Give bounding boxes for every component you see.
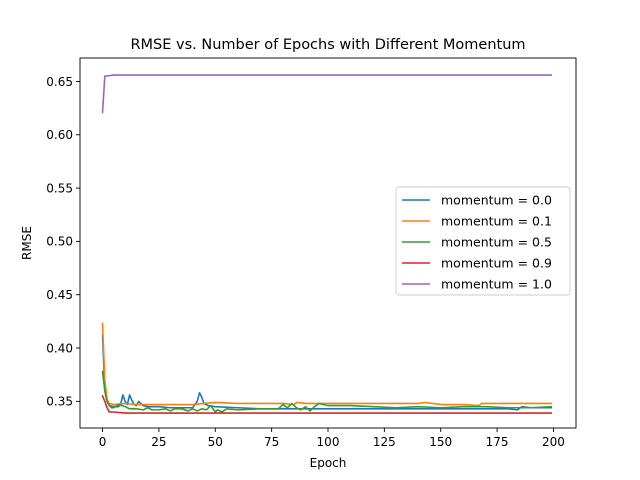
legend-label-2: momentum = 0.5 xyxy=(441,235,552,250)
x-tick-label: 200 xyxy=(542,435,565,449)
legend-label-3: momentum = 0.9 xyxy=(441,256,552,271)
chart-title: RMSE vs. Number of Epochs with Different… xyxy=(130,37,525,53)
x-tick-label: 25 xyxy=(151,435,166,449)
y-tick-label: 0.35 xyxy=(46,395,73,409)
y-tick-label: 0.50 xyxy=(46,235,73,249)
x-tick-label: 75 xyxy=(264,435,279,449)
x-tick-label: 0 xyxy=(99,435,107,449)
y-axis-label: RMSE xyxy=(20,226,34,260)
x-tick-label: 150 xyxy=(429,435,452,449)
legend: momentum = 0.0 momentum = 0.1 momentum = 0… xyxy=(395,186,571,296)
series-line-1 xyxy=(101,322,553,407)
x-axis-label: Epoch xyxy=(310,456,347,470)
legend-label-0: momentum = 0.0 xyxy=(441,193,552,208)
series-line-3 xyxy=(101,394,553,414)
y-tick-label: 0.65 xyxy=(46,75,73,89)
series-line-0 xyxy=(101,334,553,411)
plot-lines xyxy=(101,74,553,414)
legend-label-1: momentum = 0.1 xyxy=(441,214,552,229)
y-tick-label: 0.45 xyxy=(46,288,73,302)
y-tick-label: 0.55 xyxy=(46,181,73,195)
legend-box xyxy=(395,186,571,296)
x-tick-label: 50 xyxy=(208,435,223,449)
x-tick-label: 125 xyxy=(373,435,396,449)
x-tick-label: 175 xyxy=(486,435,509,449)
x-axis: 0 25 50 75 100 125 150 175 200 xyxy=(99,428,565,449)
legend-label-4: momentum = 1.0 xyxy=(441,277,552,292)
y-axis: 0.35 0.40 0.45 0.50 0.55 0.60 0.65 xyxy=(46,75,80,409)
series-line-4 xyxy=(101,74,553,114)
y-tick-label: 0.40 xyxy=(46,341,73,355)
series-line-2 xyxy=(101,370,553,413)
y-tick-label: 0.60 xyxy=(46,128,73,142)
x-tick-label: 100 xyxy=(317,435,340,449)
